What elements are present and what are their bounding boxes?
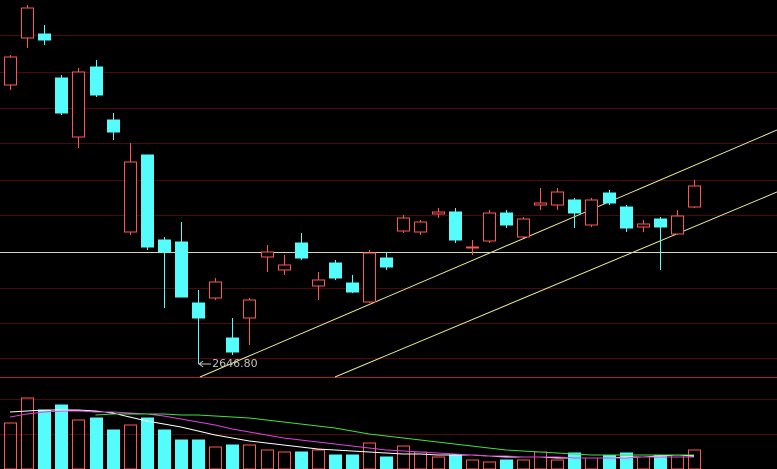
candle-body	[295, 242, 308, 259]
candle-body	[107, 119, 120, 133]
candle-body	[517, 218, 530, 238]
candle-body	[363, 252, 376, 303]
candle-body	[21, 7, 34, 39]
candle-body	[620, 206, 633, 229]
candle-body	[124, 161, 137, 233]
volume-bar	[603, 454, 616, 469]
volume-bar	[449, 454, 462, 469]
candle-body	[243, 299, 256, 319]
trend-line	[334, 191, 777, 378]
volume-bar	[226, 444, 239, 469]
volume-bar	[141, 417, 154, 469]
volume-bar	[534, 451, 547, 469]
volume-bar	[380, 456, 393, 469]
volume-bar	[688, 449, 701, 469]
volume-bar	[72, 419, 85, 469]
volume-bar	[107, 429, 120, 469]
candle-body	[38, 33, 51, 41]
candle-body	[534, 202, 547, 206]
candle-body	[483, 212, 496, 242]
candle-body	[329, 262, 342, 279]
candle-body	[261, 251, 274, 258]
candle-body	[226, 337, 239, 353]
volume-bar	[124, 424, 137, 469]
candle-body	[192, 302, 205, 319]
low-annotation: 2646.80	[212, 357, 258, 370]
volume-bar	[278, 451, 291, 469]
candle-body	[175, 241, 188, 298]
volume-bar	[243, 444, 256, 469]
candle-body	[72, 71, 85, 138]
volume-bar	[517, 459, 530, 469]
volume-bar	[192, 439, 205, 469]
candle-body	[466, 246, 479, 249]
candle-body	[90, 66, 103, 96]
volume-bar	[55, 404, 68, 469]
candle-body	[158, 239, 171, 253]
volume-bar	[4, 422, 17, 469]
candle-body	[209, 281, 222, 299]
volume-bar	[346, 454, 359, 469]
candle-body	[688, 185, 701, 208]
candle-body	[637, 223, 650, 228]
volume-ma-line	[95, 413, 694, 456]
candle-body	[55, 77, 68, 114]
annotation-arrowhead	[198, 360, 204, 368]
candle-body	[551, 191, 564, 206]
volume-bar	[312, 449, 325, 469]
volume-bar	[363, 442, 376, 469]
volume-bar	[38, 409, 51, 469]
volume-ma-line	[9, 410, 694, 459]
volume-bar	[466, 459, 479, 469]
candle-body	[397, 217, 410, 232]
candle-body	[449, 211, 462, 241]
volume-bar	[551, 459, 564, 469]
candle-body	[346, 282, 359, 293]
volume-bar	[329, 454, 342, 469]
candle-body	[603, 192, 616, 204]
candle-body	[414, 221, 427, 233]
volume-bar	[483, 461, 496, 469]
candle-body	[568, 199, 581, 214]
candle-body	[278, 264, 291, 271]
trend-line	[199, 129, 777, 378]
volume-bar	[158, 429, 171, 469]
candle-body	[654, 218, 667, 228]
volume-bar	[261, 449, 274, 469]
volume-bar	[175, 439, 188, 469]
candle-body	[671, 215, 684, 235]
candle-body	[585, 199, 598, 226]
volume-bar	[209, 446, 222, 469]
volume-bar	[90, 417, 103, 469]
volume-bar	[432, 456, 445, 469]
volume-bar	[637, 456, 650, 469]
candle-body	[141, 154, 154, 248]
volume-bar	[295, 451, 308, 469]
candle-body	[4, 56, 17, 86]
volume-bar	[500, 459, 513, 469]
volume-bar	[585, 457, 598, 469]
candle-body	[312, 279, 325, 287]
volume-bar	[21, 397, 34, 469]
volume-bar	[568, 452, 581, 469]
volume-bar	[397, 445, 410, 469]
candle-body	[380, 257, 393, 268]
candle-body	[432, 211, 445, 215]
candle-body	[500, 212, 513, 226]
